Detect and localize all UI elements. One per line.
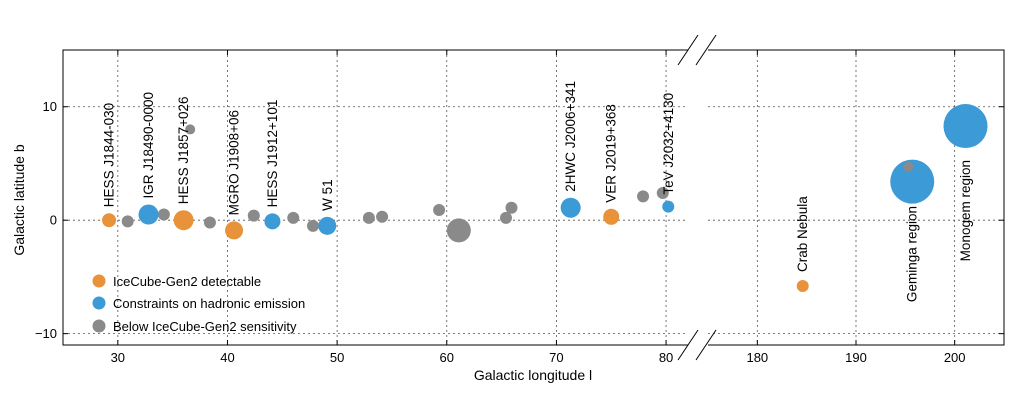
point-detectable-1 xyxy=(173,210,194,231)
source-label: Geminga region xyxy=(905,206,920,302)
axis-break-mark xyxy=(677,34,699,66)
point-detectable-3 xyxy=(603,208,620,225)
source-label: HESS J1857+026 xyxy=(176,96,191,204)
point-detectable-2 xyxy=(225,221,244,240)
x-tick-label: 80 xyxy=(659,350,673,365)
x-tick-label: 180 xyxy=(746,350,768,365)
legend-label-constraints: Constraints on hadronic emission xyxy=(113,296,305,311)
legend-marker-constraints xyxy=(92,296,106,310)
x-tick-label: 40 xyxy=(220,350,234,365)
plot-frame xyxy=(62,34,1005,361)
point-below-4 xyxy=(247,209,260,222)
legend: IceCube-Gen2 detectable Constraints on h… xyxy=(92,274,305,334)
source-label: HESS J1844-030 xyxy=(102,103,117,207)
legend-marker-detectable xyxy=(92,274,106,288)
x-tick-label: 50 xyxy=(330,350,344,365)
point-below-0 xyxy=(121,215,134,228)
point-below-10 xyxy=(446,218,471,243)
point-below-7 xyxy=(362,211,375,224)
point-constraints-6 xyxy=(943,104,988,149)
point-below-3 xyxy=(203,216,216,229)
legend-marker-below xyxy=(92,319,106,333)
point-below-9 xyxy=(433,203,446,216)
y-tick-label: 10 xyxy=(43,99,57,114)
x-tick-label: 200 xyxy=(944,350,966,365)
data-points xyxy=(102,104,988,292)
x-tick-label: 60 xyxy=(440,350,454,365)
source-label: HESS J1912+101 xyxy=(265,100,280,208)
point-below-overlay-15 xyxy=(903,161,914,172)
point-constraints-1 xyxy=(264,213,281,230)
y-axis-label: Galactic latitude b xyxy=(11,144,27,255)
point-detectable-4 xyxy=(796,280,809,292)
source-label: VER J2019+368 xyxy=(604,104,619,203)
point-constraints-5 xyxy=(890,159,935,204)
axis-ticks: −10 0 10 30 40 50 60 70 80 180 190 200 xyxy=(35,50,1004,365)
point-detectable-0 xyxy=(102,213,117,228)
axis-break-mark xyxy=(695,34,717,66)
point-constraints-0 xyxy=(138,204,159,225)
legend-label-detectable: IceCube-Gen2 detectable xyxy=(113,274,261,289)
point-constraints-2 xyxy=(318,216,337,235)
legend-label-below: Below IceCube-Gen2 sensitivity xyxy=(113,319,297,334)
point-below-8 xyxy=(376,210,389,223)
point-below-5 xyxy=(287,211,300,224)
source-label: Monogem region xyxy=(958,160,973,261)
point-below-14 xyxy=(656,186,669,199)
source-label: Crab Nebula xyxy=(795,196,810,272)
point-constraints-3 xyxy=(560,197,581,218)
point-constraints-4 xyxy=(662,200,675,213)
point-below-11 xyxy=(499,211,512,224)
x-tick-label: 190 xyxy=(845,350,867,365)
point-below-12 xyxy=(505,201,518,214)
source-label: W 51 xyxy=(320,179,335,211)
source-label: 2HWC J2006+341 xyxy=(563,81,578,192)
point-below-13 xyxy=(637,190,650,203)
x-axis-label: Galactic longitude l xyxy=(474,367,592,383)
axis-break-mark xyxy=(677,329,699,361)
source-label: TeV J2032+4130 xyxy=(661,93,676,195)
source-label: IGR J18490-0000 xyxy=(141,92,156,199)
x-tick-label: 30 xyxy=(111,350,125,365)
source-labels: HESS J1844-030 HESS J1857+026 MGRO J1908+0… xyxy=(102,81,973,302)
y-tick-label: 0 xyxy=(50,213,57,228)
point-below-1 xyxy=(157,208,170,221)
point-below-2 xyxy=(185,124,196,135)
left-panel-frame xyxy=(62,49,688,346)
source-label: MGRO J1908+06 xyxy=(227,110,242,215)
axis-break-mark xyxy=(695,329,717,361)
gridlines xyxy=(63,50,1004,345)
y-tick-label: −10 xyxy=(35,326,57,341)
point-below-6 xyxy=(307,219,319,232)
x-tick-label: 70 xyxy=(549,350,563,365)
